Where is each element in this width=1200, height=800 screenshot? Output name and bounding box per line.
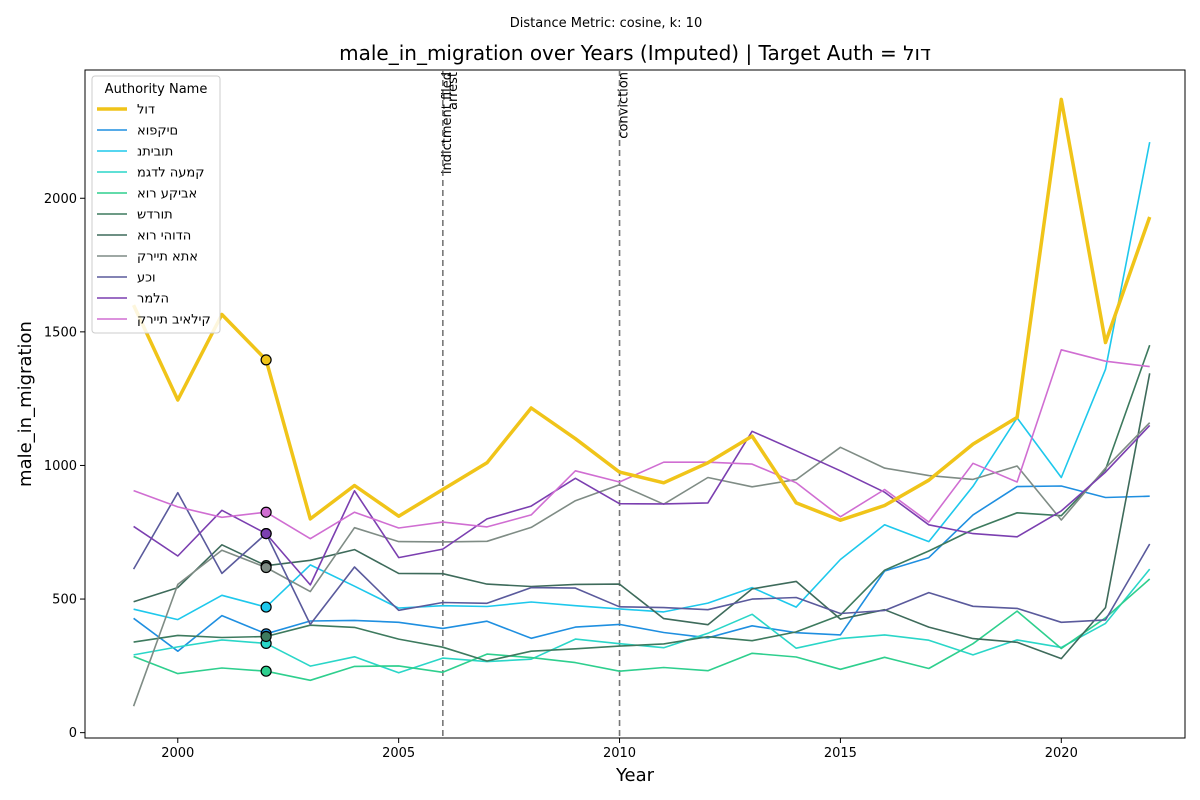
series-line bbox=[133, 348, 1150, 540]
series-line bbox=[133, 344, 1151, 662]
y-tick-label: 0 bbox=[69, 726, 77, 741]
legend-entry: אתא תיירק bbox=[137, 250, 198, 265]
legend-entry: הדוהי רוא bbox=[137, 229, 191, 244]
legend-entry: קילאיב תיירק bbox=[137, 313, 211, 328]
series-line bbox=[132, 491, 1151, 626]
legend-entry: וכע bbox=[137, 271, 156, 286]
y-tick-label: 500 bbox=[52, 593, 77, 608]
series-line bbox=[133, 485, 1150, 653]
highlight-markers bbox=[260, 354, 272, 677]
highlight-point bbox=[260, 665, 272, 677]
series-line bbox=[133, 373, 1151, 660]
highlight-point bbox=[260, 506, 272, 518]
legend-entry: תורדש bbox=[137, 208, 173, 223]
y-axis-title: male_in_migration bbox=[15, 321, 36, 487]
series-lines bbox=[132, 97, 1152, 707]
highlight-point bbox=[260, 561, 272, 574]
series-line bbox=[132, 422, 1151, 707]
legend-entry: קמעה לדגמ bbox=[137, 166, 205, 181]
legend-entry: דול bbox=[137, 103, 155, 118]
x-tick-label: 2015 bbox=[824, 746, 857, 761]
legend: Authority Name דול םיקפוא תוביתנ קמעה לדגמ אב… bbox=[91, 75, 221, 334]
x-tick-label: 2000 bbox=[161, 746, 194, 761]
legend-title: Authority Name bbox=[105, 82, 208, 97]
highlight-point bbox=[260, 354, 272, 366]
y-tick-label: 1500 bbox=[44, 325, 77, 340]
legend-frame bbox=[91, 75, 221, 334]
x-axis-title: Year bbox=[615, 765, 655, 786]
x-tick-label: 2020 bbox=[1045, 746, 1078, 761]
series-line bbox=[133, 568, 1151, 674]
chart-title: male_in_migration over Years (Imputed) |… bbox=[339, 41, 931, 65]
event-label: conviction bbox=[617, 72, 632, 139]
series-line bbox=[132, 97, 1152, 522]
legend-entry: הלמר bbox=[137, 292, 169, 307]
x-axis: 2000 2005 2010 2015 2020 bbox=[161, 738, 1078, 761]
highlight-point bbox=[260, 630, 272, 643]
highlight-point bbox=[260, 601, 272, 613]
y-tick-label: 1000 bbox=[44, 459, 77, 474]
chart-suptitle: Distance Metric: cosine, k: 10 bbox=[510, 16, 702, 31]
series-line bbox=[133, 424, 1151, 586]
event-label: arrest bbox=[446, 72, 461, 110]
series-line bbox=[133, 141, 1151, 621]
highlight-point bbox=[260, 527, 272, 540]
legend-entry: םיקפוא bbox=[137, 124, 178, 139]
y-tick-label: 2000 bbox=[44, 192, 77, 207]
legend-entry: תוביתנ bbox=[137, 145, 173, 160]
legend-entry: אביקע רוא bbox=[137, 187, 197, 202]
plot-area-frame bbox=[84, 69, 1186, 739]
event-label: indictment filed bbox=[440, 72, 455, 174]
y-axis: 0 500 1000 1500 2000 bbox=[44, 192, 85, 741]
x-tick-label: 2005 bbox=[382, 746, 415, 761]
x-tick-label: 2010 bbox=[603, 746, 636, 761]
series-line bbox=[133, 578, 1151, 682]
